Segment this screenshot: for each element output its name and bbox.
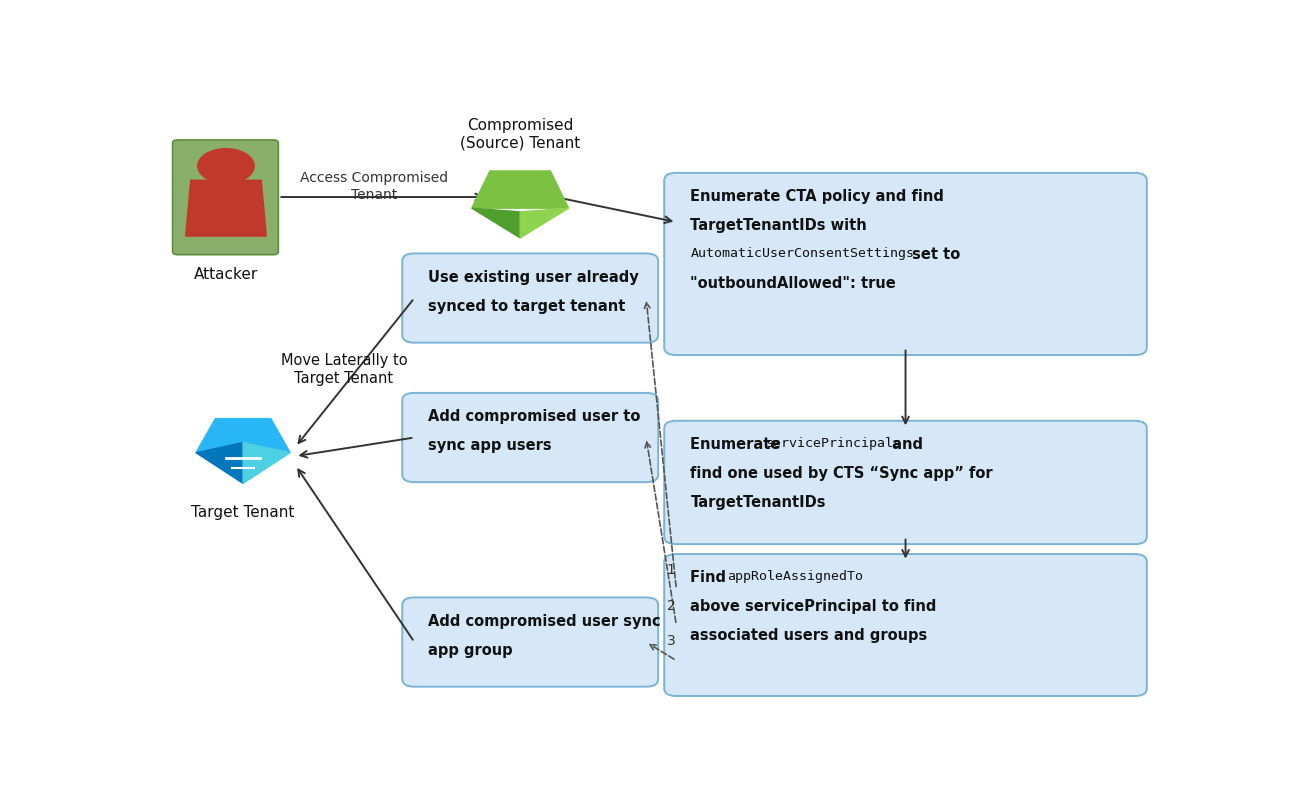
Text: Target Tenant: Target Tenant: [191, 505, 295, 520]
FancyBboxPatch shape: [402, 393, 658, 482]
Polygon shape: [243, 443, 290, 483]
Text: Access Compromised
Tenant: Access Compromised Tenant: [300, 171, 448, 201]
Text: find one used by CTS “Sync app” for: find one used by CTS “Sync app” for: [690, 466, 993, 481]
Text: Use existing user already: Use existing user already: [429, 270, 640, 284]
Text: AutomaticUserConsentSettings: AutomaticUserConsentSettings: [690, 247, 914, 260]
FancyBboxPatch shape: [664, 554, 1147, 696]
Text: app group: app group: [429, 642, 514, 658]
Polygon shape: [472, 208, 520, 238]
Text: Move Laterally to
Target Tenant: Move Laterally to Target Tenant: [281, 353, 407, 386]
Text: and: and: [887, 437, 923, 452]
Polygon shape: [520, 208, 568, 238]
FancyBboxPatch shape: [664, 421, 1147, 544]
Polygon shape: [186, 180, 266, 236]
Text: Attacker: Attacker: [194, 267, 259, 282]
Text: Compromised
(Source) Tenant: Compromised (Source) Tenant: [460, 118, 580, 151]
Text: Find: Find: [690, 570, 732, 585]
FancyBboxPatch shape: [173, 140, 278, 254]
Text: above servicePrincipal to find: above servicePrincipal to find: [690, 599, 937, 614]
Text: synced to target tenant: synced to target tenant: [429, 299, 625, 314]
Text: associated users and groups: associated users and groups: [690, 629, 928, 643]
Text: appRoleAssignedTo: appRoleAssignedTo: [727, 570, 863, 583]
Text: Enumerate: Enumerate: [690, 437, 786, 452]
Text: 1: 1: [667, 563, 676, 577]
Text: servicePrincipals: servicePrincipals: [766, 437, 902, 450]
Text: Add compromised user sync: Add compromised user sync: [429, 613, 662, 629]
Text: TargetTenantIDs with: TargetTenantIDs with: [690, 218, 867, 233]
Text: Add compromised user to: Add compromised user to: [429, 409, 641, 424]
Polygon shape: [196, 443, 243, 483]
Text: 2: 2: [667, 599, 676, 613]
Text: 3: 3: [667, 634, 676, 648]
FancyBboxPatch shape: [402, 254, 658, 343]
Text: set to: set to: [907, 247, 961, 262]
Text: "outboundAllowed": true: "outboundAllowed": true: [690, 276, 896, 291]
Polygon shape: [196, 419, 290, 452]
Polygon shape: [472, 171, 568, 208]
Circle shape: [198, 149, 255, 184]
Text: TargetTenantIDs: TargetTenantIDs: [690, 495, 826, 510]
Text: sync app users: sync app users: [429, 438, 552, 453]
FancyBboxPatch shape: [664, 173, 1147, 355]
FancyBboxPatch shape: [402, 597, 658, 687]
Text: Enumerate CTA policy and find: Enumerate CTA policy and find: [690, 189, 944, 204]
